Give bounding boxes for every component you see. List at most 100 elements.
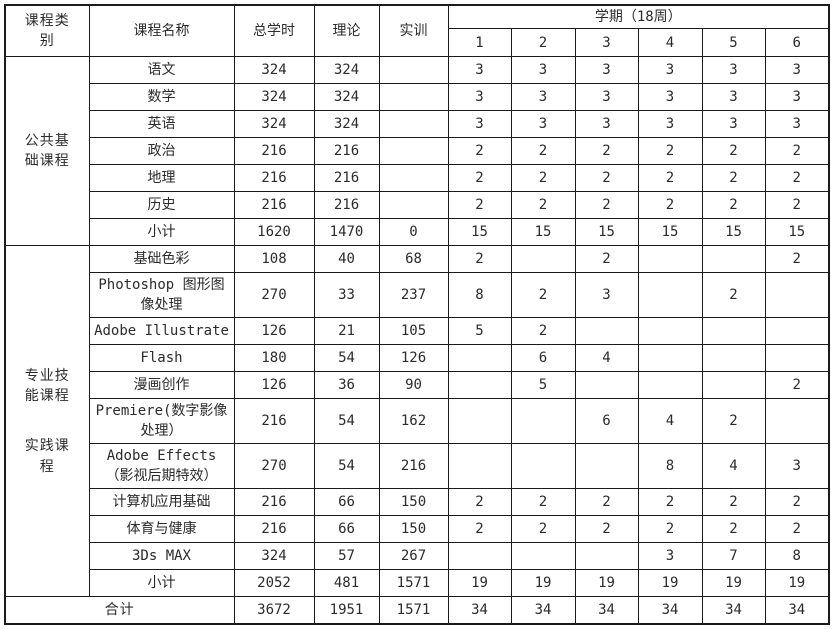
theory-hours-cell: 324 (313, 83, 380, 112)
theory-hours-cell: 1470 (313, 218, 380, 247)
total-hours-cell: 216 (233, 164, 315, 193)
semester-hours-cell: 2 (447, 488, 512, 517)
semester-hours-cell (510, 443, 576, 490)
table-row: Flash 180 54 126 6 4 (5, 344, 830, 373)
semester-hours-cell: 15 (764, 218, 830, 247)
grand-total-semester-cell: 34 (510, 596, 576, 625)
semester-hours-cell: 3 (574, 83, 639, 112)
course-name-cell: 小计 (88, 569, 235, 598)
semester-hours-cell: 2 (637, 164, 703, 193)
semester-hours-cell: 15 (510, 218, 576, 247)
theory-hours-cell: 216 (313, 164, 380, 193)
course-name-cell: Adobe Illustrate (88, 317, 235, 346)
table-row: 历史 216 216 2 2 2 2 2 2 (5, 191, 830, 220)
header-semester-2: 2 (510, 28, 576, 58)
semester-hours-cell: 6 (574, 398, 639, 445)
grand-total-practice-cell: 1571 (378, 596, 449, 625)
table-row: 英语 324 324 3 3 3 3 3 3 (5, 110, 830, 139)
semester-hours-cell: 2 (510, 488, 576, 517)
semester-hours-cell: 2 (447, 515, 512, 544)
semester-hours-cell: 2 (764, 515, 830, 544)
header-total-hours: 总学时 (233, 4, 315, 58)
practice-hours-cell: 126 (378, 344, 449, 373)
semester-hours-cell: 19 (447, 569, 512, 598)
semester-hours-cell: 2 (510, 191, 576, 220)
semester-hours-cell (764, 317, 830, 346)
header-semester-6: 6 (764, 28, 830, 58)
table-row: 小计 2052 481 1571 19 19 19 19 19 19 (5, 569, 830, 598)
semester-hours-cell: 3 (510, 83, 576, 112)
header-practice: 实训 (378, 4, 449, 58)
practice-hours-cell (378, 110, 449, 139)
semester-hours-cell: 2 (637, 488, 703, 517)
semester-hours-cell: 2 (510, 137, 576, 166)
practice-hours-cell (378, 137, 449, 166)
semester-hours-cell (447, 398, 512, 445)
table-row: Adobe Effects （影视后期特效） 270 54 216 8 4 3 (5, 443, 830, 490)
theory-hours-cell: 54 (313, 443, 380, 490)
semester-hours-cell: 2 (764, 164, 830, 193)
theory-hours-cell: 216 (313, 191, 380, 220)
semester-hours-cell: 6 (510, 344, 576, 373)
total-hours-cell: 126 (233, 371, 315, 400)
semester-hours-cell: 2 (764, 488, 830, 517)
table-row: 公共基础课程 语文 324 324 3 3 3 3 3 3 (4, 56, 830, 247)
semester-hours-cell (574, 317, 639, 346)
category-cell: 公共基础课程 (4, 56, 90, 247)
semester-hours-cell: 2 (447, 191, 512, 220)
semester-hours-cell: 2 (701, 398, 766, 445)
header-semester-5: 5 (701, 28, 766, 58)
semester-hours-cell: 2 (637, 191, 703, 220)
semester-hours-cell (637, 317, 703, 346)
semester-hours-cell (447, 443, 512, 490)
theory-hours-cell: 54 (313, 398, 380, 445)
semester-hours-cell: 15 (574, 218, 639, 247)
semester-hours-cell: 3 (510, 110, 576, 139)
semester-hours-cell (574, 443, 639, 490)
semester-hours-cell: 5 (510, 371, 576, 400)
semester-hours-cell: 2 (574, 245, 639, 274)
course-name-cell: 体育与健康 (88, 515, 235, 544)
table-row: 漫画创作 126 36 90 5 2 (5, 371, 830, 400)
grand-total-theory-cell: 1951 (313, 596, 380, 625)
semester-hours-cell: 2 (637, 137, 703, 166)
total-hours-cell: 270 (233, 443, 315, 490)
semester-hours-cell (701, 317, 766, 346)
semester-hours-cell (447, 344, 512, 373)
total-hours-cell: 2052 (233, 569, 315, 598)
total-hours-cell: 1620 (233, 218, 315, 247)
semester-hours-cell: 7 (701, 542, 766, 571)
table-row: Adobe Illustrate 126 21 105 5 2 (5, 317, 830, 346)
practice-hours-cell: 150 (378, 515, 449, 544)
total-hours-cell: 216 (233, 515, 315, 544)
practice-hours-cell (378, 83, 449, 112)
semester-hours-cell (637, 344, 703, 373)
theory-hours-cell: 21 (313, 317, 380, 346)
course-name-cell: 小计 (88, 218, 235, 247)
semester-hours-cell: 19 (764, 569, 830, 598)
semester-hours-cell: 19 (701, 569, 766, 598)
table-row: 数学 324 324 3 3 3 3 3 3 (5, 83, 830, 112)
semester-hours-cell: 4 (637, 398, 703, 445)
practice-hours-cell (378, 164, 449, 193)
theory-hours-cell: 324 (313, 110, 380, 139)
semester-hours-cell: 2 (764, 371, 830, 400)
course-name-cell: 基础色彩 (88, 245, 235, 274)
total-hours-cell: 216 (233, 488, 315, 517)
practice-hours-cell: 105 (378, 317, 449, 346)
semester-hours-cell: 2 (574, 488, 639, 517)
grand-total-hours-cell: 3672 (233, 596, 315, 625)
semester-hours-cell: 19 (510, 569, 576, 598)
semester-hours-cell: 3 (764, 443, 830, 490)
semester-hours-cell: 2 (510, 317, 576, 346)
semester-hours-cell: 19 (574, 569, 639, 598)
header-semester-4: 4 (637, 28, 703, 58)
course-name-cell: 数学 (88, 83, 235, 112)
theory-hours-cell: 54 (313, 344, 380, 373)
course-name-cell: 英语 (88, 110, 235, 139)
semester-hours-cell (574, 542, 639, 571)
practice-hours-cell (378, 56, 449, 85)
semester-hours-cell: 3 (447, 83, 512, 112)
semester-hours-cell: 2 (701, 272, 766, 319)
